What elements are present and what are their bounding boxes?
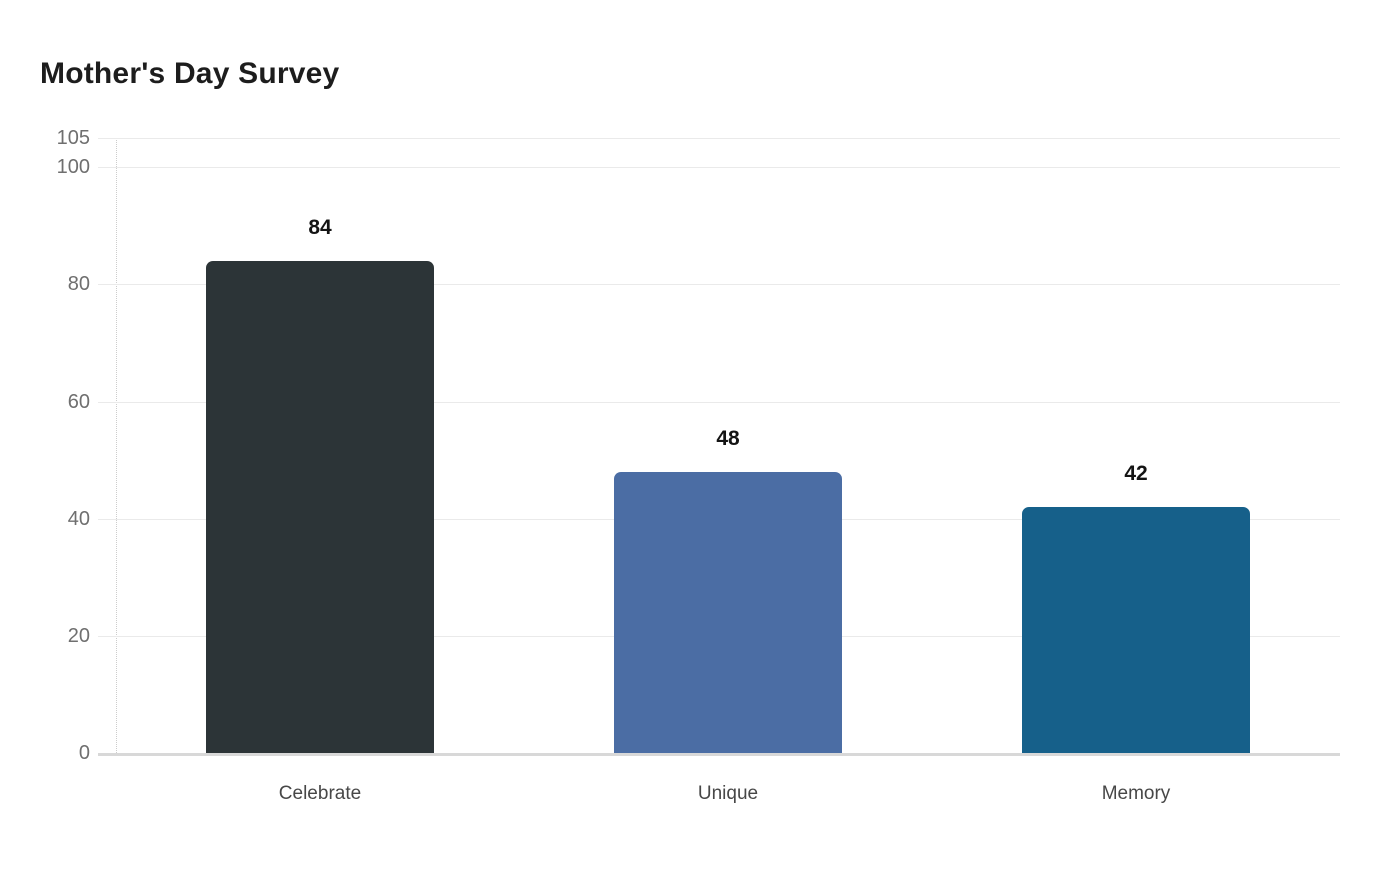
y-axis-tick-label: 60 — [67, 390, 90, 413]
bar-celebrate — [206, 261, 434, 753]
y-axis-tick-label: 40 — [67, 507, 90, 530]
y-axis-line — [116, 138, 117, 753]
bar-value-label: 42 — [1124, 462, 1148, 485]
y-axis-tick-label: 105 — [56, 127, 90, 149]
y-axis-tick-label: 0 — [78, 742, 90, 764]
gridline-0 — [98, 753, 1340, 756]
bar-value-label: 84 — [308, 216, 332, 239]
bar-unique — [614, 471, 842, 753]
bar-value-label: 48 — [716, 426, 740, 450]
y-axis-tick-label: 20 — [67, 624, 90, 647]
x-axis-category-label: Unique — [697, 783, 759, 804]
x-axis-category-label: Celebrate — [278, 783, 362, 804]
bar-memory — [1022, 507, 1250, 753]
gridline-105 — [98, 138, 1340, 139]
y-axis-tick-label: 100 — [56, 156, 90, 179]
gridline-100 — [98, 167, 1340, 169]
gridline-80 — [98, 284, 1340, 286]
x-axis-category-label: Memory — [1101, 783, 1171, 804]
gridline-60 — [98, 401, 1340, 403]
y-axis-tick-label: 80 — [67, 273, 90, 296]
chart-title: Mother's Day Survey — [40, 57, 340, 90]
